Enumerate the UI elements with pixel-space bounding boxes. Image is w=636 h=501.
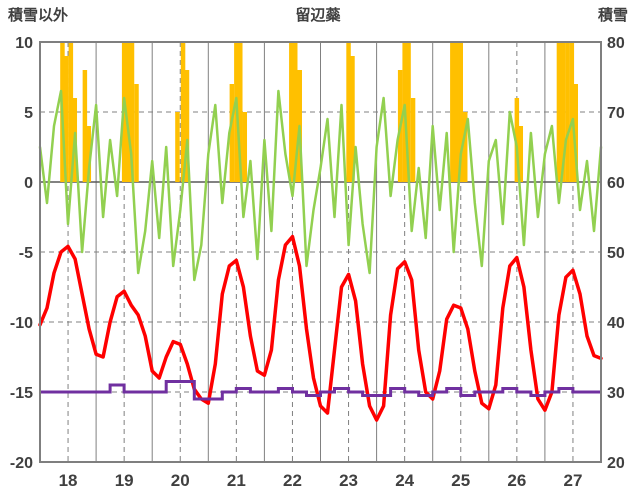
x-axis-tick-label: 20 bbox=[171, 471, 190, 490]
sunshine-bars bbox=[346, 42, 351, 182]
sunshine-bars bbox=[289, 42, 294, 182]
sunshine-bars bbox=[229, 84, 235, 182]
sunshine-bars bbox=[458, 42, 463, 182]
sunshine-bars bbox=[242, 112, 248, 182]
x-axis-tick-label: 26 bbox=[507, 471, 526, 490]
x-axis-tick-label: 18 bbox=[59, 471, 78, 490]
wind-line bbox=[38, 89, 603, 282]
left-axis-tick-label: -5 bbox=[19, 245, 33, 262]
sunshine-bars bbox=[556, 42, 562, 182]
sunshine-bars bbox=[86, 126, 92, 182]
sunshine-bars bbox=[518, 126, 524, 182]
right-axis-tick-label: 60 bbox=[607, 175, 625, 192]
sunshine-bars bbox=[410, 98, 416, 182]
right-axis-tick-label: 80 bbox=[607, 35, 625, 52]
left-axis-title: 積雪以外 bbox=[8, 7, 69, 24]
sunshine-bars bbox=[350, 56, 355, 182]
sunshine-bars bbox=[125, 42, 131, 182]
plot-frame bbox=[39, 41, 602, 463]
sunshine-bars bbox=[180, 42, 186, 182]
right-axis-title: 積雪 bbox=[597, 7, 628, 24]
sunshine-bars bbox=[573, 84, 578, 182]
left-axis-tick-label: -10 bbox=[10, 315, 33, 332]
sunshine-bars bbox=[68, 42, 74, 182]
sunshine-bars bbox=[560, 42, 566, 182]
x-axis-tick-label: 21 bbox=[227, 471, 246, 490]
sunshine-bars bbox=[454, 42, 459, 182]
left-axis-tick-label: 0 bbox=[24, 175, 33, 192]
temperature-line bbox=[38, 234, 603, 422]
x-axis-tick-label: 19 bbox=[115, 471, 134, 490]
sunshine-bars bbox=[64, 56, 69, 182]
left-axis-tick-label: -15 bbox=[10, 385, 33, 402]
sunshine-bars bbox=[129, 42, 135, 182]
sunshine-bars bbox=[569, 42, 575, 182]
x-axis-tick-label: 25 bbox=[451, 471, 470, 490]
sunshine-bars bbox=[293, 42, 298, 182]
left-axis-tick-label: 10 bbox=[15, 35, 33, 52]
sunshine-bars bbox=[238, 42, 243, 182]
right-axis-tick-label: 50 bbox=[607, 245, 625, 262]
sunshine-bars bbox=[450, 42, 455, 182]
sunshine-bars bbox=[406, 42, 411, 182]
right-axis-tick-label: 70 bbox=[607, 105, 625, 122]
x-axis-tick-label: 27 bbox=[563, 471, 582, 490]
sunshine-bars bbox=[175, 112, 180, 182]
sunshine-bars bbox=[184, 70, 190, 182]
sunshine-bars bbox=[82, 70, 88, 182]
sunshine-bars bbox=[462, 112, 468, 182]
sunshine-bars bbox=[514, 98, 520, 182]
right-axis-tick-label: 20 bbox=[607, 455, 625, 472]
x-axis-tick-label: 23 bbox=[339, 471, 358, 490]
x-axis-tick-label: 24 bbox=[395, 471, 414, 490]
left-axis-tick-label: -20 bbox=[10, 455, 33, 472]
right-axis-tick-label: 40 bbox=[607, 315, 625, 332]
snow-depth-step bbox=[40, 380, 601, 401]
left-axis-tick-label: 5 bbox=[24, 105, 33, 122]
x-axis-tick-label: 22 bbox=[283, 471, 302, 490]
sunshine-bars bbox=[134, 84, 139, 182]
right-axis-tick-label: 30 bbox=[607, 385, 625, 402]
sunshine-bars bbox=[565, 42, 570, 182]
